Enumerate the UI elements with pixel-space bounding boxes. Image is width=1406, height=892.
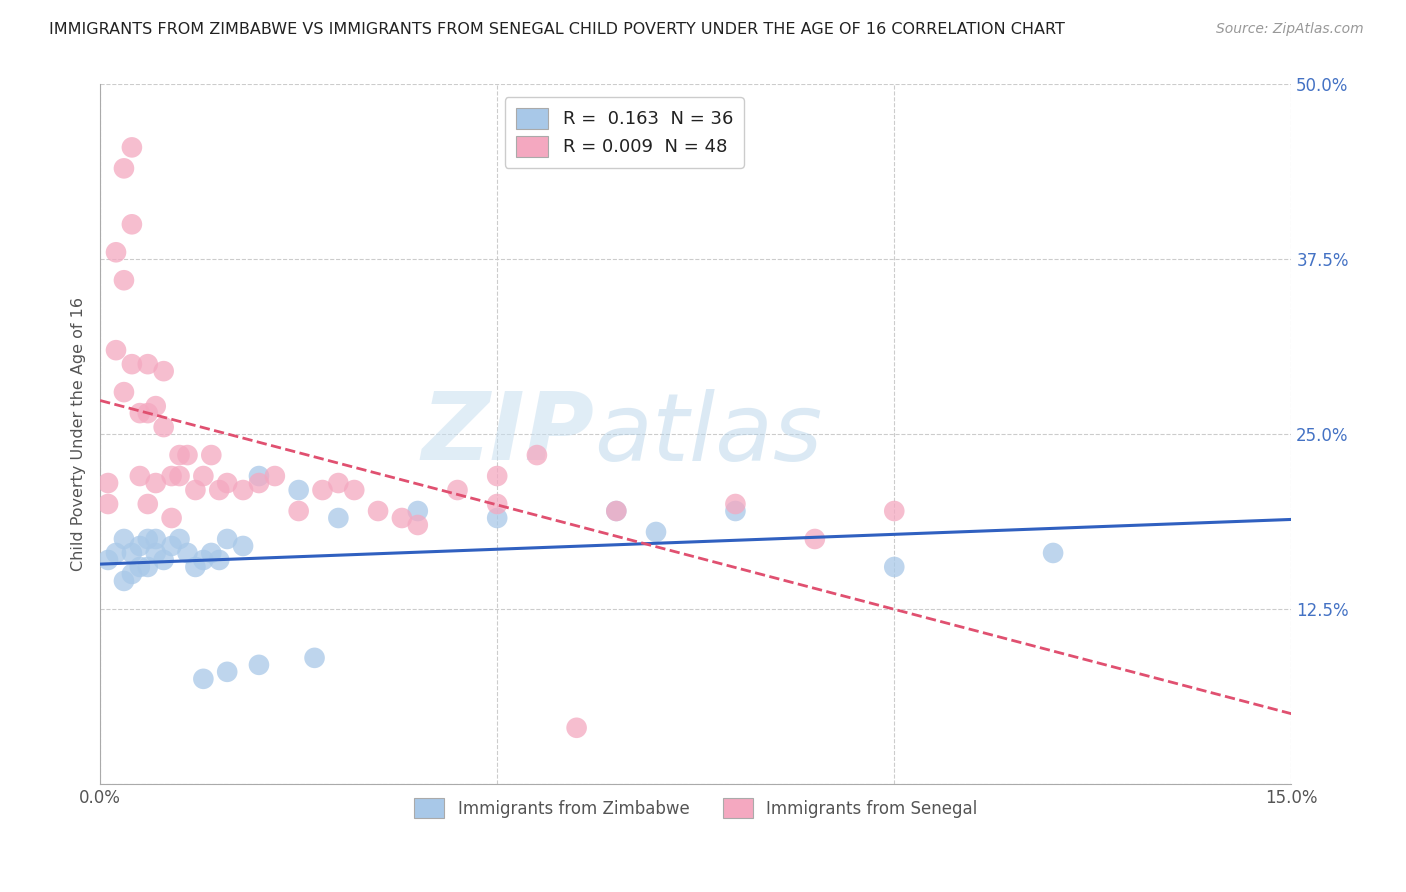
- Point: [217, 476, 239, 491]
- Point: [169, 469, 191, 483]
- Point: [112, 385, 135, 400]
- Point: [247, 657, 270, 672]
- Point: [184, 560, 207, 574]
- Point: [883, 560, 905, 574]
- Legend: Immigrants from Zimbabwe, Immigrants from Senegal: Immigrants from Zimbabwe, Immigrants fro…: [408, 792, 984, 824]
- Point: [112, 532, 135, 546]
- Point: [193, 469, 215, 483]
- Point: [200, 546, 222, 560]
- Point: [486, 469, 509, 483]
- Point: [328, 476, 350, 491]
- Point: [128, 560, 150, 574]
- Point: [406, 504, 429, 518]
- Point: [112, 161, 135, 176]
- Point: [136, 560, 159, 574]
- Point: [121, 217, 143, 231]
- Point: [145, 399, 167, 413]
- Point: [247, 469, 270, 483]
- Point: [97, 476, 120, 491]
- Point: [121, 140, 143, 154]
- Point: [176, 546, 198, 560]
- Point: [446, 483, 468, 497]
- Point: [152, 420, 174, 434]
- Point: [128, 469, 150, 483]
- Y-axis label: Child Poverty Under the Age of 16: Child Poverty Under the Age of 16: [72, 297, 86, 571]
- Point: [208, 483, 231, 497]
- Text: Source: ZipAtlas.com: Source: ZipAtlas.com: [1216, 22, 1364, 37]
- Point: [121, 566, 143, 581]
- Point: [645, 524, 668, 539]
- Point: [169, 448, 191, 462]
- Point: [160, 511, 183, 525]
- Point: [328, 511, 350, 525]
- Point: [112, 273, 135, 287]
- Point: [263, 469, 285, 483]
- Point: [136, 357, 159, 371]
- Point: [1042, 546, 1064, 560]
- Point: [193, 672, 215, 686]
- Point: [184, 483, 207, 497]
- Text: atlas: atlas: [595, 389, 823, 480]
- Point: [247, 476, 270, 491]
- Point: [152, 364, 174, 378]
- Point: [97, 553, 120, 567]
- Point: [105, 245, 128, 260]
- Point: [112, 574, 135, 588]
- Point: [232, 539, 254, 553]
- Point: [105, 546, 128, 560]
- Point: [217, 532, 239, 546]
- Point: [526, 448, 548, 462]
- Point: [883, 504, 905, 518]
- Point: [160, 539, 183, 553]
- Point: [724, 497, 747, 511]
- Text: ZIP: ZIP: [422, 388, 595, 480]
- Point: [121, 546, 143, 560]
- Point: [565, 721, 588, 735]
- Point: [136, 406, 159, 420]
- Point: [128, 539, 150, 553]
- Point: [406, 518, 429, 533]
- Point: [121, 357, 143, 371]
- Point: [486, 497, 509, 511]
- Point: [232, 483, 254, 497]
- Point: [145, 532, 167, 546]
- Point: [169, 532, 191, 546]
- Point: [287, 504, 309, 518]
- Point: [724, 504, 747, 518]
- Point: [208, 553, 231, 567]
- Point: [343, 483, 366, 497]
- Point: [97, 497, 120, 511]
- Point: [391, 511, 413, 525]
- Point: [217, 665, 239, 679]
- Point: [605, 504, 627, 518]
- Point: [367, 504, 389, 518]
- Point: [145, 476, 167, 491]
- Point: [311, 483, 333, 497]
- Point: [287, 483, 309, 497]
- Point: [160, 469, 183, 483]
- Point: [145, 546, 167, 560]
- Point: [176, 448, 198, 462]
- Point: [804, 532, 827, 546]
- Point: [605, 504, 627, 518]
- Point: [105, 343, 128, 358]
- Point: [128, 406, 150, 420]
- Point: [200, 448, 222, 462]
- Point: [152, 553, 174, 567]
- Point: [193, 553, 215, 567]
- Point: [136, 532, 159, 546]
- Text: IMMIGRANTS FROM ZIMBABWE VS IMMIGRANTS FROM SENEGAL CHILD POVERTY UNDER THE AGE : IMMIGRANTS FROM ZIMBABWE VS IMMIGRANTS F…: [49, 22, 1066, 37]
- Point: [136, 497, 159, 511]
- Point: [486, 511, 509, 525]
- Point: [304, 651, 326, 665]
